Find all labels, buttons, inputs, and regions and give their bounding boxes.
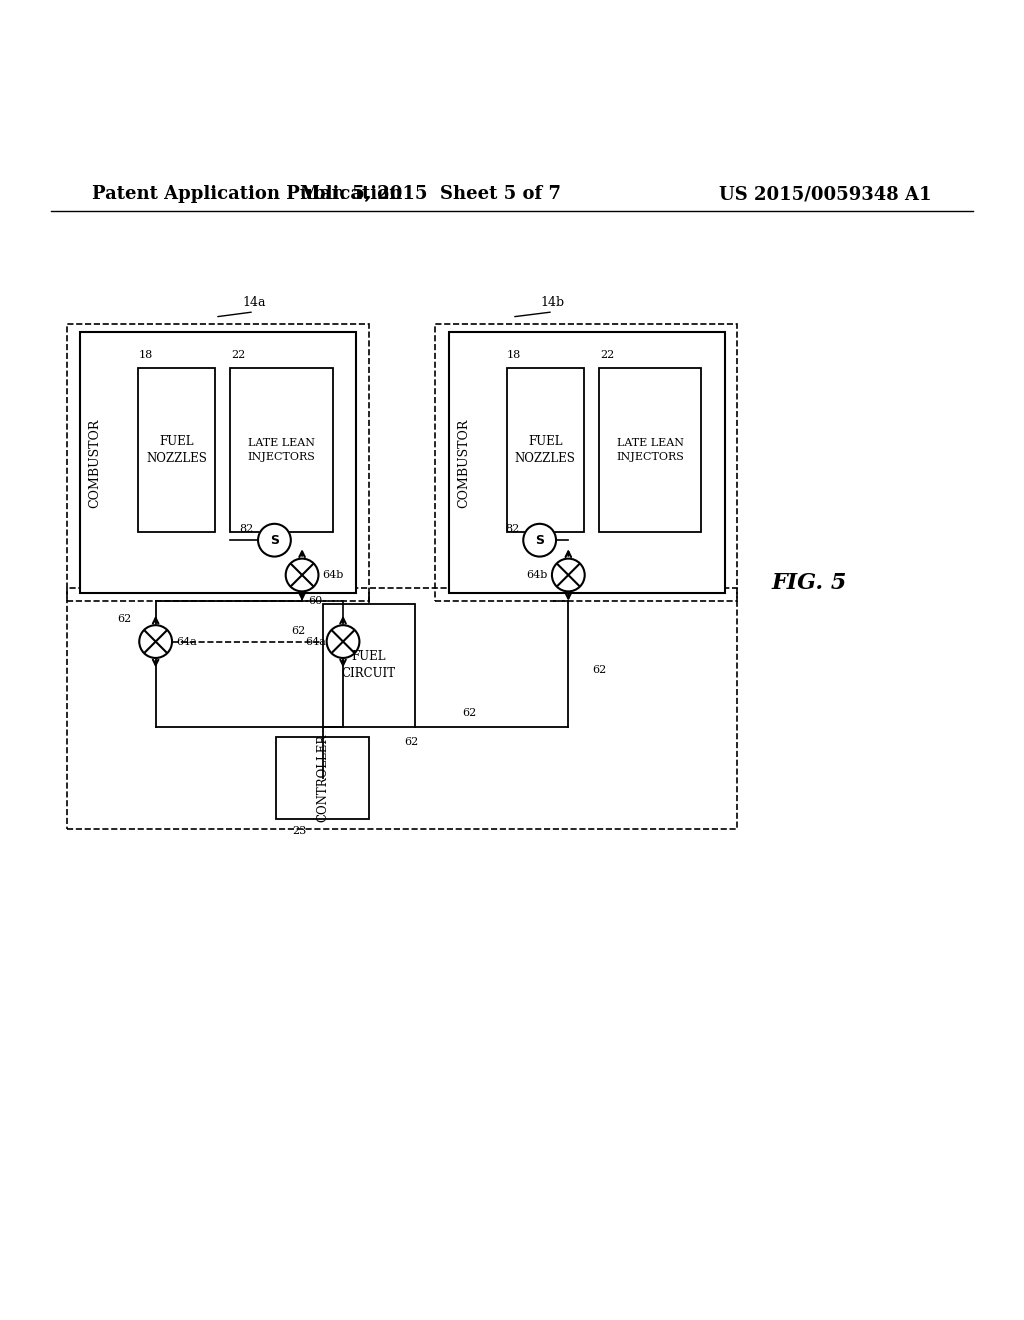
- FancyBboxPatch shape: [507, 368, 584, 532]
- Text: COMBUSTOR: COMBUSTOR: [458, 418, 470, 508]
- Text: 14b: 14b: [541, 296, 565, 309]
- FancyBboxPatch shape: [138, 368, 215, 532]
- Text: FIG. 5: FIG. 5: [771, 572, 847, 594]
- FancyBboxPatch shape: [230, 368, 333, 532]
- Text: FUEL
NOZZLES: FUEL NOZZLES: [146, 436, 207, 465]
- FancyBboxPatch shape: [276, 737, 369, 818]
- Text: 64b: 64b: [323, 570, 344, 579]
- Text: S: S: [270, 533, 279, 546]
- Text: LATE LEAN
INJECTORS: LATE LEAN INJECTORS: [616, 438, 684, 462]
- Circle shape: [523, 524, 556, 557]
- Text: Patent Application Publication: Patent Application Publication: [92, 185, 402, 203]
- Text: 23: 23: [292, 826, 306, 836]
- Text: 62: 62: [117, 614, 131, 624]
- Circle shape: [552, 558, 585, 591]
- Text: S: S: [536, 533, 544, 546]
- Circle shape: [258, 524, 291, 557]
- Circle shape: [139, 626, 172, 657]
- Text: 60: 60: [308, 595, 323, 606]
- Text: FUEL
CIRCUIT: FUEL CIRCUIT: [342, 651, 395, 680]
- FancyBboxPatch shape: [323, 603, 415, 726]
- Text: US 2015/0059348 A1: US 2015/0059348 A1: [719, 185, 932, 203]
- Text: 62: 62: [291, 626, 305, 636]
- FancyBboxPatch shape: [599, 368, 701, 532]
- FancyBboxPatch shape: [80, 333, 356, 594]
- Text: 62: 62: [404, 737, 419, 747]
- Text: 14a: 14a: [243, 296, 265, 309]
- Circle shape: [286, 558, 318, 591]
- Text: Mar. 5, 2015  Sheet 5 of 7: Mar. 5, 2015 Sheet 5 of 7: [300, 185, 560, 203]
- Text: 64a: 64a: [305, 636, 326, 647]
- Text: 64a: 64a: [176, 636, 197, 647]
- Text: 18: 18: [507, 350, 521, 360]
- Text: 82: 82: [505, 524, 519, 533]
- Text: 62: 62: [462, 709, 476, 718]
- Text: 22: 22: [600, 350, 614, 360]
- Text: 82: 82: [240, 524, 254, 533]
- Text: COMBUSTOR: COMBUSTOR: [89, 418, 101, 508]
- Text: LATE LEAN
INJECTORS: LATE LEAN INJECTORS: [248, 438, 315, 462]
- FancyBboxPatch shape: [449, 333, 725, 594]
- Circle shape: [327, 626, 359, 657]
- Text: FUEL
NOZZLES: FUEL NOZZLES: [515, 436, 575, 465]
- Text: CONTROLLER: CONTROLLER: [316, 734, 329, 822]
- Text: 64b: 64b: [526, 570, 548, 579]
- Text: 22: 22: [231, 350, 246, 360]
- Text: 18: 18: [138, 350, 153, 360]
- Text: 62: 62: [592, 665, 606, 676]
